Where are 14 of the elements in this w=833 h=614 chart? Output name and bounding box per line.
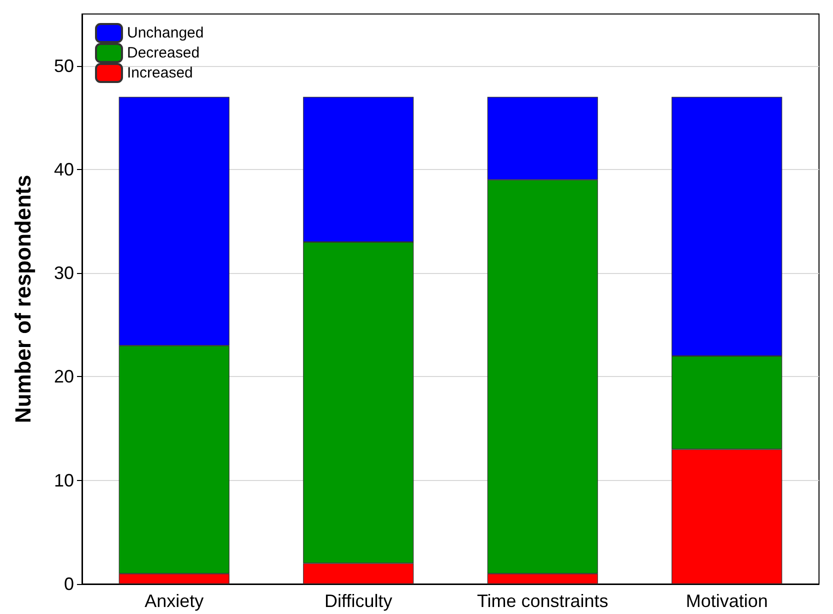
legend-label: Increased [127, 64, 193, 82]
y-tick-label: 50 [54, 56, 74, 76]
y-tick-label: 0 [64, 574, 74, 594]
legend-label: Decreased [127, 44, 200, 62]
y-tick-label: 40 [54, 159, 74, 180]
x-tick-label: Motivation [686, 591, 768, 611]
y-tick-label: 20 [54, 366, 74, 387]
y-tick-label: 30 [54, 263, 74, 284]
y-tick-label: 10 [54, 470, 74, 490]
x-tick-label: Time constraints [476, 591, 608, 611]
y-axis-title: Number of respondents [10, 174, 36, 424]
x-tick-label: Anxiety [144, 591, 204, 611]
legend-label: Unchanged [127, 24, 204, 42]
x-tick-label: Difficulty [324, 591, 392, 611]
